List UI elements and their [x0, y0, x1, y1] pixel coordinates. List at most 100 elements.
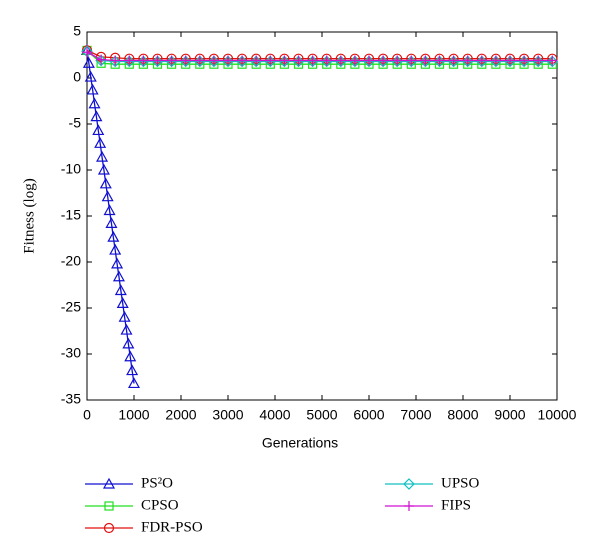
marker: [222, 55, 234, 68]
marker: [82, 57, 95, 68]
marker: [110, 55, 121, 66]
marker: [448, 55, 459, 66]
y-tick-label: 0: [73, 69, 81, 85]
y-tick-label: -30: [61, 345, 81, 361]
marker: [104, 501, 114, 511]
marker: [118, 310, 131, 322]
marker: [94, 137, 107, 148]
legend-label: FIPS: [441, 497, 471, 513]
marker: [95, 54, 107, 67]
x-tick-label: 3000: [212, 407, 243, 423]
x-tick-label: 9000: [494, 407, 525, 423]
series: [80, 44, 141, 389]
marker: [349, 55, 360, 66]
marker: [96, 150, 109, 162]
x-tick-label: 0: [83, 407, 91, 423]
marker: [165, 55, 178, 68]
marker: [546, 55, 559, 68]
marker: [138, 55, 149, 66]
x-tick-label: 8000: [447, 407, 478, 423]
marker: [505, 55, 515, 66]
marker: [476, 55, 487, 66]
marker: [334, 55, 347, 68]
y-tick-label: 5: [73, 23, 81, 39]
x-tick-label: 2000: [165, 407, 196, 423]
legend-item: UPSO: [385, 475, 480, 491]
series-line: [86, 50, 553, 63]
marker: [84, 70, 97, 82]
marker: [292, 55, 305, 68]
marker: [405, 55, 418, 68]
marker: [293, 55, 304, 66]
legend-item: FIPS: [385, 497, 471, 513]
legend-item: CPSO: [85, 497, 179, 513]
marker: [99, 177, 112, 189]
marker: [101, 190, 114, 202]
marker: [265, 55, 276, 66]
series: [82, 45, 557, 69]
marker: [462, 55, 473, 66]
marker: [447, 55, 460, 68]
series-line: [86, 51, 553, 62]
marker: [434, 55, 445, 66]
x-tick-label: 1000: [118, 407, 149, 423]
marker: [126, 364, 139, 376]
marker: [518, 55, 530, 68]
marker: [335, 55, 346, 66]
marker: [105, 217, 118, 228]
legend-item: PS²O: [85, 475, 173, 491]
marker: [124, 350, 137, 362]
marker: [404, 501, 414, 511]
marker: [392, 55, 403, 66]
marker: [519, 55, 530, 66]
x-tick-label: 10000: [538, 407, 577, 423]
series-line: [86, 49, 553, 60]
marker: [490, 55, 501, 66]
legend-label: FDR-PSO: [141, 519, 203, 535]
marker: [278, 55, 291, 68]
series-line: [86, 49, 553, 65]
marker: [223, 55, 233, 66]
marker: [82, 47, 92, 58]
marker: [152, 55, 163, 66]
x-tick-label: 7000: [400, 407, 431, 423]
marker: [504, 55, 516, 68]
marker: [194, 55, 205, 66]
marker: [378, 55, 389, 66]
marker: [307, 55, 318, 66]
x-tick-label: 6000: [353, 407, 384, 423]
marker: [90, 110, 103, 122]
marker: [532, 55, 545, 68]
y-tick-label: -25: [61, 299, 81, 315]
marker: [403, 478, 415, 490]
marker: [364, 55, 374, 66]
marker: [377, 55, 389, 68]
marker: [193, 55, 206, 68]
marker: [406, 55, 417, 66]
marker: [250, 55, 263, 68]
marker: [123, 55, 136, 68]
marker: [120, 323, 133, 335]
x-tick-label: 4000: [259, 407, 290, 423]
series: [81, 45, 559, 68]
y-tick-label: -5: [69, 115, 82, 131]
marker: [96, 54, 107, 65]
marker: [279, 55, 290, 66]
marker: [321, 55, 332, 66]
legend-item: FDR-PSO: [85, 519, 203, 535]
series: [82, 47, 558, 66]
marker: [116, 297, 129, 308]
marker: [236, 55, 248, 68]
marker: [151, 55, 164, 68]
y-tick-label: -10: [61, 161, 81, 177]
y-axis-label: Fitness (log): [21, 178, 37, 253]
marker: [547, 55, 558, 66]
marker: [103, 204, 116, 216]
x-tick-label: 5000: [306, 407, 337, 423]
legend-label: UPSO: [441, 475, 480, 491]
marker: [124, 55, 135, 66]
marker: [320, 55, 333, 68]
legend-label: PS²O: [141, 475, 173, 491]
marker: [363, 55, 375, 68]
